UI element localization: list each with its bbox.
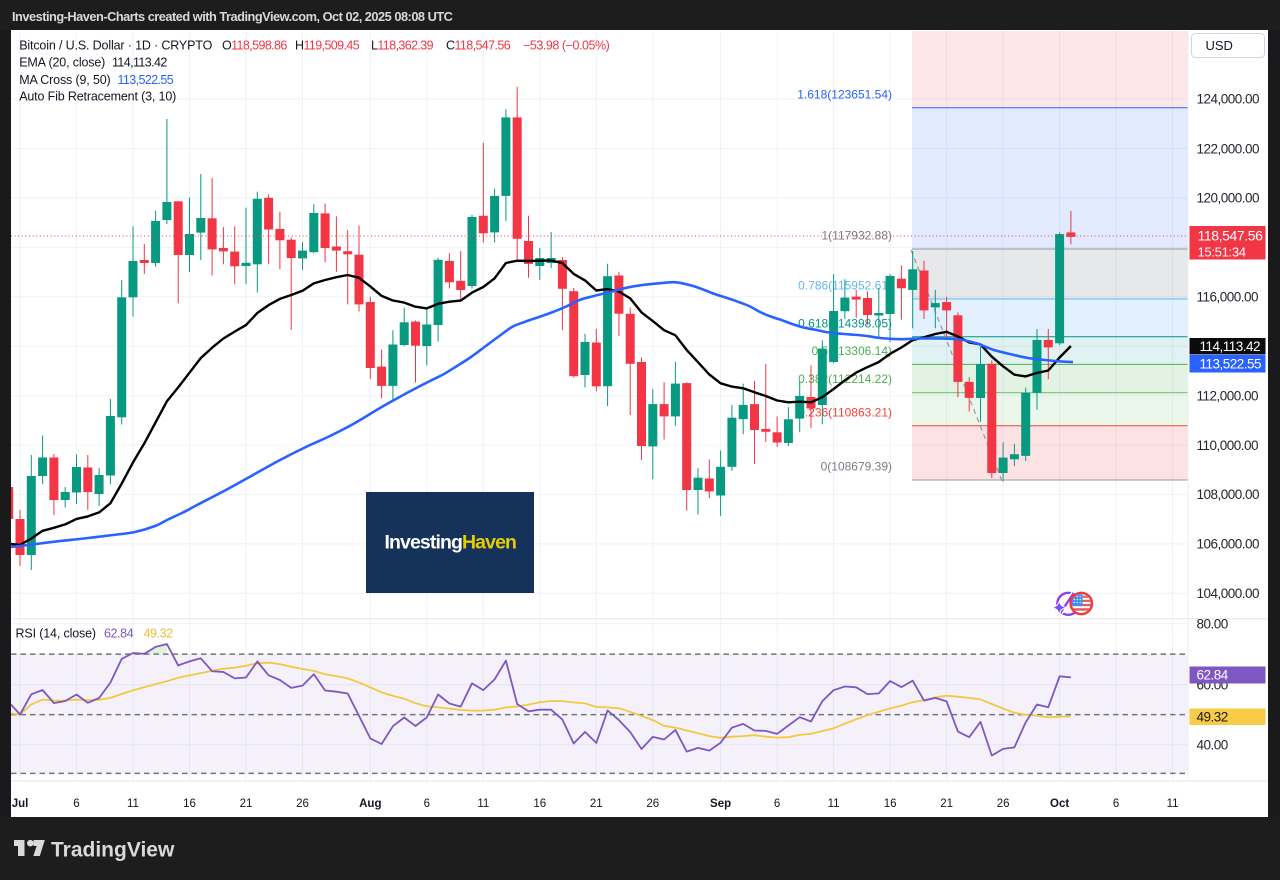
svg-text:112,000.00: 112,000.00	[1197, 388, 1259, 403]
svg-text:USD: USD	[1206, 38, 1233, 53]
svg-text:L118,362.39: L118,362.39	[371, 39, 434, 53]
svg-text:108,000.00: 108,000.00	[1197, 487, 1260, 502]
svg-text:6: 6	[424, 798, 430, 810]
svg-text:49.32: 49.32	[1197, 709, 1228, 724]
svg-text:RSI (14, close): RSI (14, close)	[16, 627, 96, 641]
svg-text:1.618(123651.54): 1.618(123651.54)	[797, 87, 892, 101]
svg-text:11: 11	[828, 798, 840, 810]
svg-text:116,000.00: 116,000.00	[1197, 290, 1259, 305]
svg-text:Aug: Aug	[359, 798, 381, 810]
svg-text:O118,598.86: O118,598.86	[222, 39, 287, 53]
svg-text:62.84: 62.84	[1197, 668, 1229, 683]
svg-text:16: 16	[884, 798, 897, 810]
svg-text:49.32: 49.32	[144, 627, 174, 641]
svg-text:122,000.00: 122,000.00	[1197, 141, 1260, 156]
svg-text:106,000.00: 106,000.00	[1197, 537, 1260, 552]
svg-text:C118,547.56: C118,547.56	[446, 39, 511, 53]
svg-text:124,000.00: 124,000.00	[1197, 92, 1260, 107]
svg-text:110,000.00: 110,000.00	[1197, 438, 1259, 453]
svg-text:104,000.00: 104,000.00	[1197, 586, 1260, 601]
svg-text:16: 16	[533, 798, 546, 810]
svg-text:80.00: 80.00	[1197, 617, 1228, 632]
svg-text:TradingView: TradingView	[51, 839, 175, 862]
svg-text:118,547.56: 118,547.56	[1198, 227, 1264, 243]
svg-text:0(108679.39): 0(108679.39)	[821, 460, 892, 474]
svg-text:InvestingHaven: InvestingHaven	[385, 532, 517, 554]
svg-text:26: 26	[997, 798, 1010, 810]
svg-text:114,113.42: 114,113.42	[112, 56, 167, 70]
svg-text:Jul: Jul	[12, 798, 29, 810]
svg-text:15:51:34: 15:51:34	[1198, 245, 1246, 260]
svg-text:6: 6	[1113, 798, 1119, 810]
svg-text:H119,509.45: H119,509.45	[295, 39, 360, 53]
svg-text:6: 6	[774, 798, 780, 810]
svg-text:113,522.55: 113,522.55	[1200, 356, 1262, 371]
svg-text:0.618(114398.05): 0.618(114398.05)	[798, 316, 892, 330]
svg-text:Investing-Haven-Charts created: Investing-Haven-Charts created with Trad…	[12, 9, 453, 24]
svg-text:0.236(110863.21): 0.236(110863.21)	[798, 405, 892, 419]
svg-text:11: 11	[1167, 798, 1179, 810]
svg-text:−53.98 (−0.05%): −53.98 (−0.05%)	[523, 39, 610, 53]
svg-text:113,522.55: 113,522.55	[118, 73, 174, 87]
svg-text:21: 21	[940, 798, 953, 810]
svg-text:EMA (20, close): EMA (20, close)	[19, 56, 105, 70]
svg-text:21: 21	[590, 798, 603, 810]
svg-text:Auto Fib Retracement (3, 10): Auto Fib Retracement (3, 10)	[19, 90, 176, 104]
svg-text:26: 26	[646, 798, 659, 810]
svg-text:6: 6	[73, 798, 79, 810]
svg-text:Oct: Oct	[1050, 798, 1069, 810]
svg-text:21: 21	[240, 798, 253, 810]
svg-text:Sep: Sep	[710, 798, 731, 810]
svg-text:62.84: 62.84	[104, 627, 134, 641]
svg-text:MA Cross (9, 50): MA Cross (9, 50)	[19, 73, 110, 87]
svg-text:120,000.00: 120,000.00	[1197, 191, 1260, 206]
svg-text:Bitcoin / U.S. Dollar · 1D · C: Bitcoin / U.S. Dollar · 1D · CRYPTO	[19, 39, 212, 53]
svg-text:40.00: 40.00	[1197, 737, 1228, 752]
svg-text:11: 11	[477, 798, 489, 810]
svg-text:26: 26	[296, 798, 309, 810]
svg-text:16: 16	[183, 798, 196, 810]
svg-text:1(117932.88): 1(117932.88)	[822, 229, 893, 243]
svg-text:11: 11	[127, 798, 139, 810]
svg-text:114,113.42: 114,113.42	[1200, 339, 1261, 354]
